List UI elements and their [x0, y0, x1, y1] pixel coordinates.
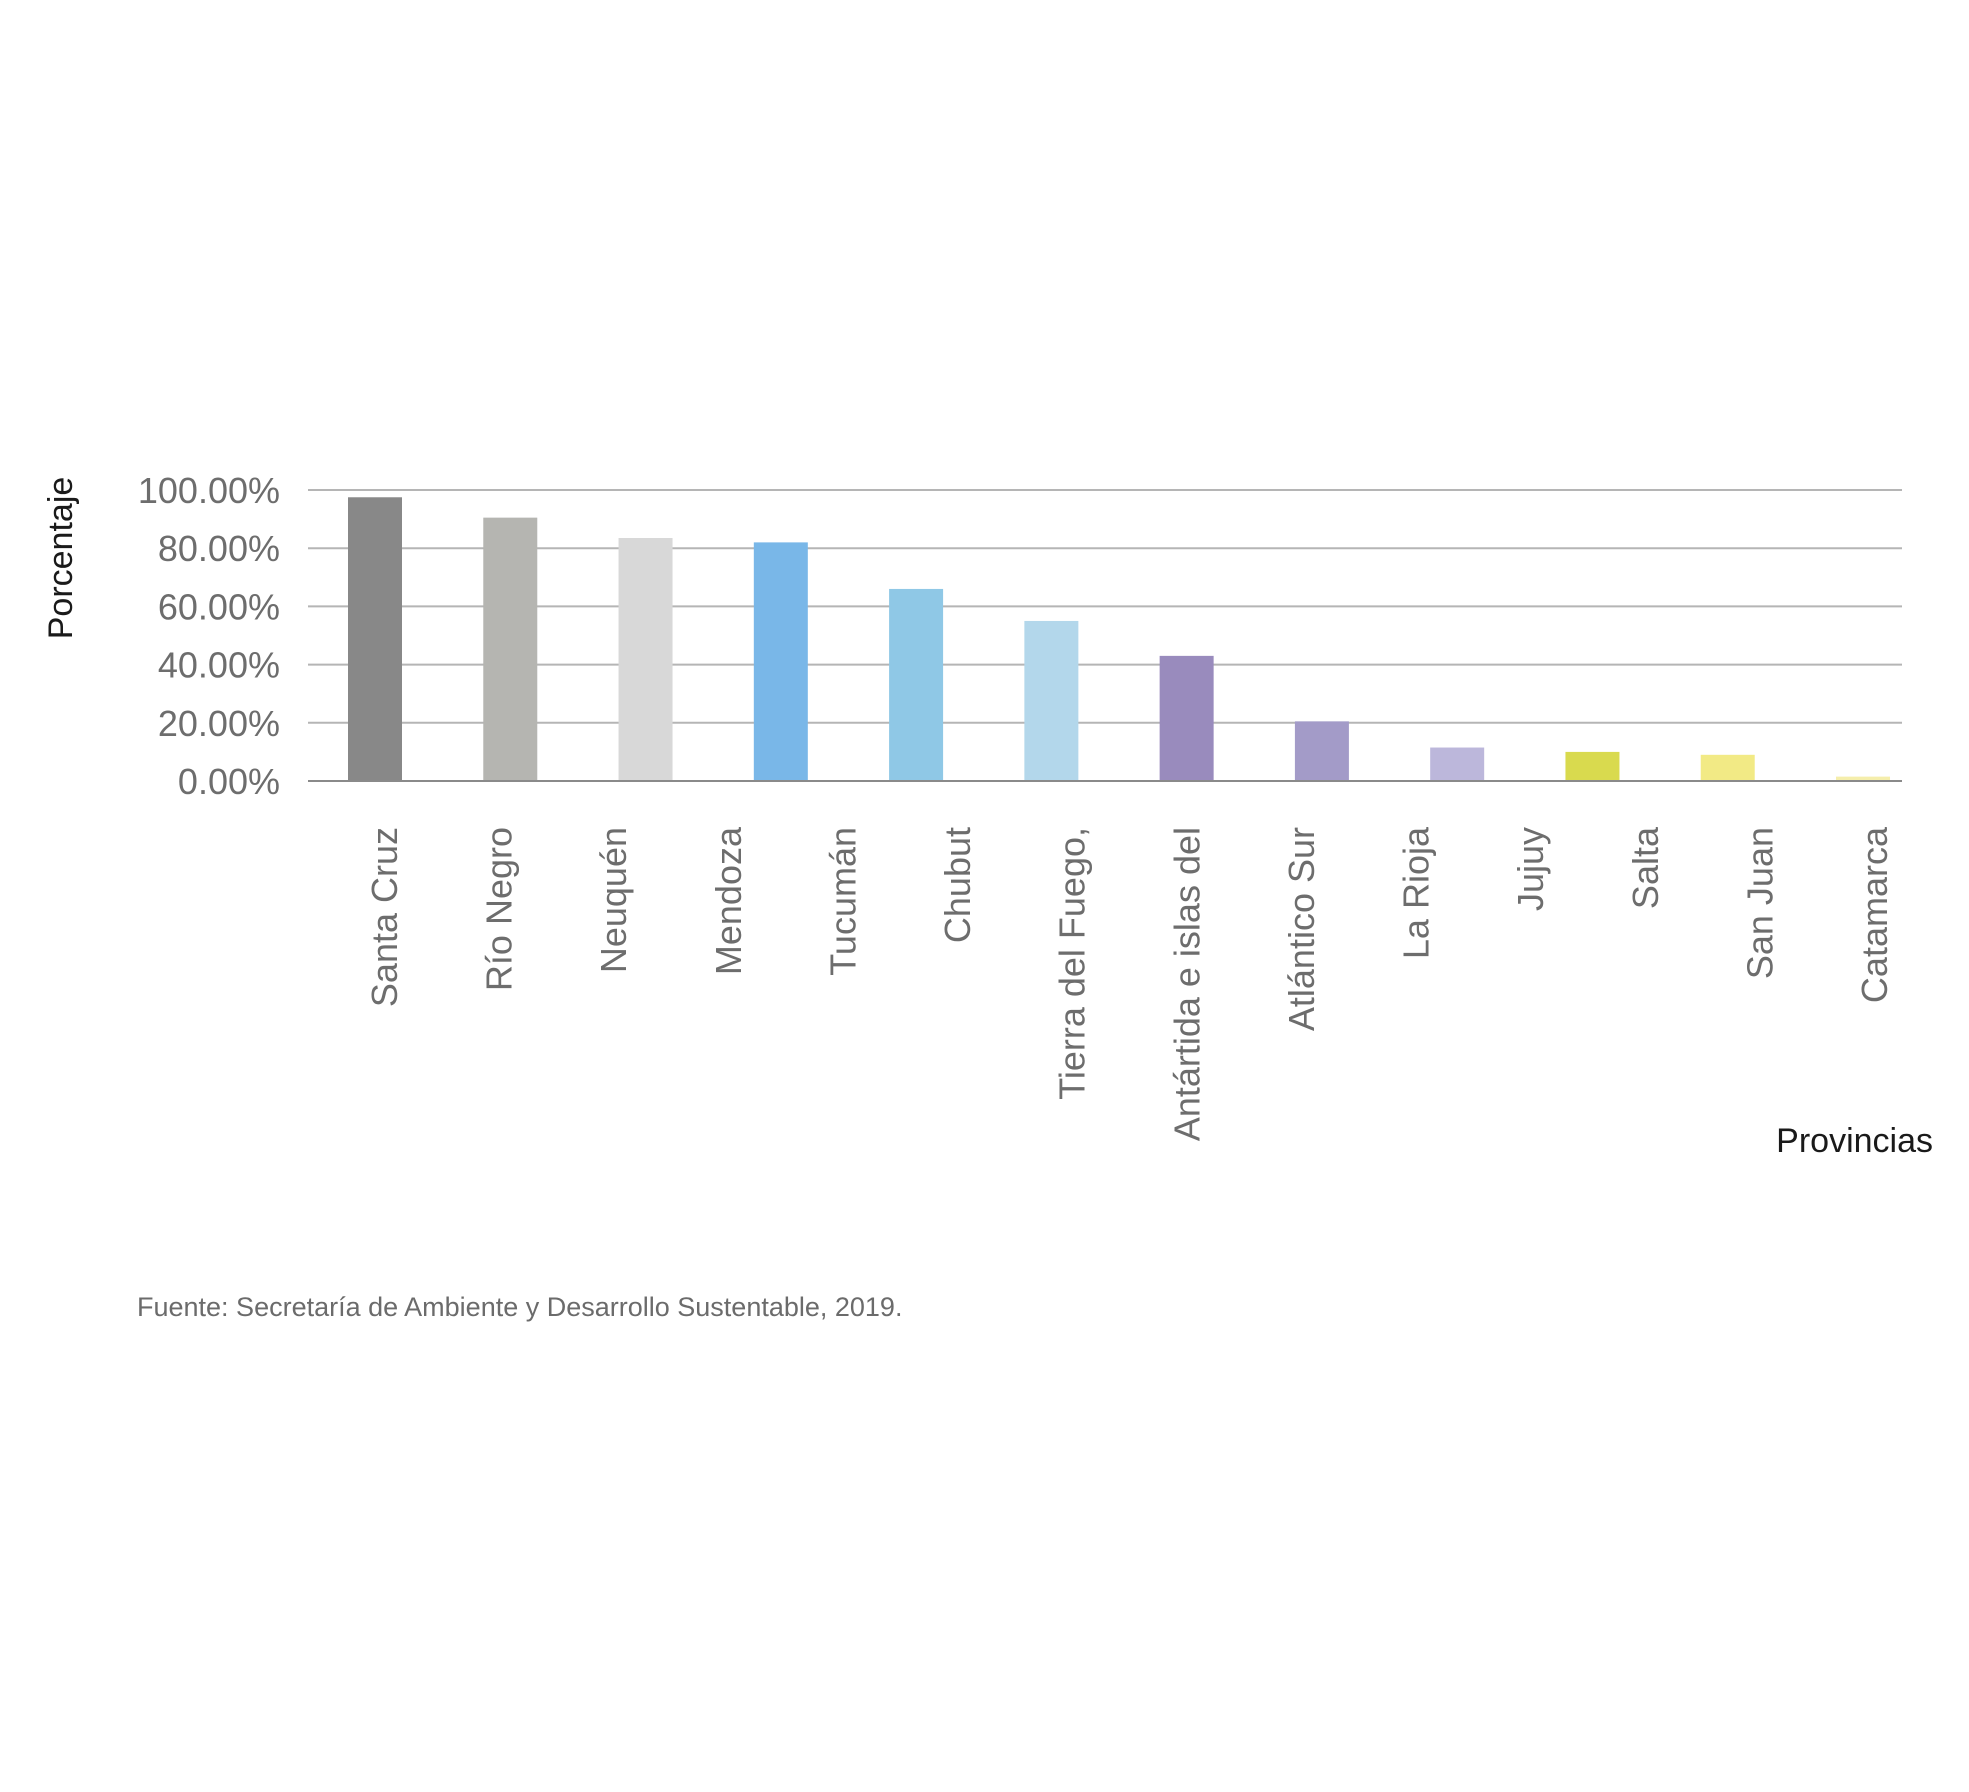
bar [1430, 747, 1485, 781]
bar [483, 517, 538, 781]
bars [348, 497, 1890, 781]
x-tick-label: Atlántico Sur [1281, 827, 1322, 1031]
source-note: Fuente: Secretaría de Ambiente y Desarro… [137, 1292, 903, 1322]
bar [753, 542, 808, 781]
bar [1836, 776, 1890, 781]
x-tick-label: Río Negro [479, 827, 520, 991]
x-tick-label: Tucumán [822, 827, 863, 976]
bar [618, 538, 673, 781]
bar [1024, 620, 1079, 781]
x-tick-label: Chubut [937, 827, 978, 943]
y-tick-label: 80.00% [158, 528, 280, 569]
y-tick-label: 40.00% [158, 645, 280, 686]
y-tick-label: 60.00% [158, 586, 280, 627]
bar [1565, 751, 1620, 781]
bar [889, 588, 944, 781]
x-tick-label: San Juan [1739, 827, 1780, 979]
y-tick-label: 20.00% [158, 703, 280, 744]
x-tick-label: Mendoza [708, 826, 749, 975]
x-axis-title: Provincias [1776, 1122, 1933, 1160]
x-tick-label: Tierra del Fuego, [1052, 827, 1093, 1100]
gridlines [308, 489, 1902, 724]
bar [1294, 721, 1349, 781]
labels: 0.00% 20.00% 40.00% 60.00% 80.00% 100.00% Sant… [138, 470, 1895, 1141]
bar [1159, 655, 1214, 781]
bar [348, 497, 402, 781]
x-tick-label: Catamarca [1854, 826, 1895, 1003]
x-tick-label: Neuquén [593, 827, 634, 973]
x-tick-label: Antártida e islas del [1166, 827, 1207, 1141]
bar [1700, 754, 1755, 781]
y-tick-label: 0.00% [178, 761, 280, 802]
x-tick-label: La Rioja [1396, 826, 1437, 959]
y-tick-label: 100.00% [138, 470, 280, 511]
x-tick-label: Santa Cruz [364, 827, 405, 1007]
y-axis-title: Porcentaje [42, 477, 80, 640]
x-tick-label: Jujuy [1510, 827, 1551, 911]
x-tick-label: Salta [1625, 826, 1666, 909]
